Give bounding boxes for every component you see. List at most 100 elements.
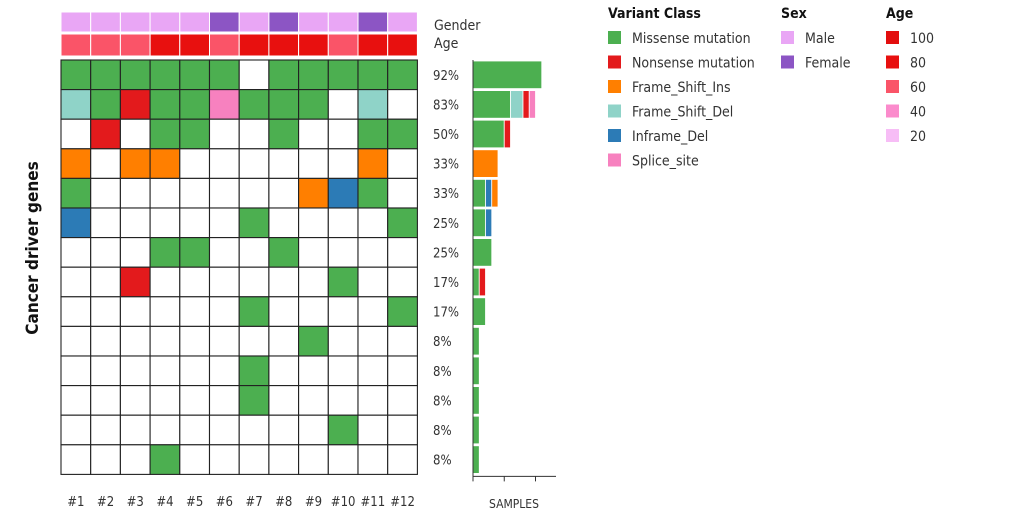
bar-segment (472, 445, 480, 474)
mutation-cell (149, 89, 181, 120)
percent-label: 33% (433, 158, 459, 173)
empty-cell (387, 266, 418, 298)
mutation-cell (179, 118, 211, 150)
percent-labels: 92% 83% 50% 33% 33% 25% 25% 17% 17% 8% 8% 8% 8% 8% (433, 69, 459, 469)
empty-cell (268, 177, 300, 209)
empty-cell (90, 148, 121, 179)
empty-cell (90, 207, 121, 239)
empty-cell (119, 296, 151, 327)
bar-segment (478, 267, 486, 297)
empty-cell (179, 385, 211, 416)
variant-class-legend-label: Inframe_Del (632, 129, 708, 145)
mutation-cell (149, 237, 181, 268)
mutation-cell (149, 59, 181, 91)
empty-cell (238, 266, 270, 298)
age-legend-title: Age (886, 6, 913, 22)
age-legend-swatch (886, 104, 899, 118)
empty-cell (90, 296, 121, 327)
empty-cell (357, 355, 389, 387)
percent-label: 8% (433, 454, 452, 469)
mutation-cell (179, 59, 211, 91)
age-legend-swatch (886, 80, 899, 93)
sex-legend-title: Sex (781, 6, 807, 22)
gender-cell (179, 11, 211, 33)
variant-class-legend-swatch (608, 55, 621, 69)
bar-segment (510, 90, 524, 119)
variant-class-legend-label: Frame_Shift_Del (632, 105, 733, 121)
empty-cell (90, 177, 121, 209)
empty-cell (298, 266, 329, 298)
age-legend-swatch (886, 31, 899, 44)
empty-cell (238, 177, 270, 209)
sex-legend-swatch (781, 31, 794, 44)
age-legend-swatch (886, 55, 899, 69)
age-legend-label: 40 (910, 105, 926, 121)
empty-cell (179, 355, 211, 387)
y-axis-label: Cancer driver genes (23, 161, 43, 334)
percent-label: 92% (433, 69, 459, 84)
empty-cell (387, 385, 418, 416)
empty-cell (60, 385, 92, 416)
empty-cell (327, 89, 359, 120)
bar-segment (472, 149, 499, 178)
mutation-cell (119, 89, 151, 120)
bar-segment (472, 386, 480, 415)
mutation-cell (357, 59, 389, 91)
empty-cell (238, 148, 270, 179)
empty-cell (357, 207, 389, 239)
empty-cell (327, 148, 359, 179)
empty-cell (119, 355, 151, 387)
bar-segment (472, 60, 543, 90)
sample-label: #4 (156, 495, 173, 510)
empty-cell (149, 414, 181, 446)
mutation-cell (298, 89, 329, 120)
age-cell (268, 33, 300, 57)
empty-cell (238, 118, 270, 150)
empty-cell (357, 385, 389, 416)
sample-labels: #1 #2 #3 #4 #5 #6 #7 #8 #9 #10 #11 #12 (67, 495, 415, 510)
gender-cell (149, 11, 181, 33)
empty-cell (149, 207, 181, 239)
sample-label: #9 (305, 495, 322, 510)
mutation-cell (238, 89, 270, 120)
bar-segment (472, 356, 480, 386)
empty-cell (327, 296, 359, 327)
empty-cell (268, 444, 300, 475)
empty-cell (298, 118, 329, 150)
mutation-cell (90, 59, 121, 91)
empty-cell (238, 444, 270, 475)
mutation-cell (327, 414, 359, 446)
mutation-cell (60, 59, 92, 91)
sample-label: #8 (275, 495, 292, 510)
mutation-cell (90, 89, 121, 120)
percent-label: 8% (433, 424, 452, 439)
empty-cell (327, 444, 359, 475)
empty-cell (90, 355, 121, 387)
sample-label: #1 (67, 495, 84, 510)
age-track-label: Age (434, 36, 459, 52)
empty-cell (208, 177, 240, 209)
empty-cell (60, 414, 92, 446)
percent-label: 25% (433, 217, 459, 232)
empty-cell (387, 355, 418, 387)
gender-cell (209, 11, 240, 33)
bar-segment (472, 119, 505, 149)
bar-segment (472, 267, 480, 297)
gender-cell (268, 11, 300, 33)
age-cell (179, 33, 211, 57)
bar-segment (472, 90, 511, 119)
sample-label: #10 (331, 495, 356, 510)
empty-cell (268, 266, 300, 298)
legends: Variant Class Missense mutation Nonsense m… (608, 6, 934, 170)
bar-axis-label: SAMPLES (489, 497, 539, 511)
age-cell (149, 33, 181, 57)
empty-cell (387, 325, 418, 357)
gender-cell (357, 11, 389, 33)
variant-class-legend-label: Missense mutation (632, 31, 751, 47)
age-cell (119, 33, 151, 57)
empty-cell (119, 207, 151, 239)
bar-segment (528, 90, 536, 119)
empty-cell (60, 444, 92, 475)
sample-label: #2 (97, 495, 114, 510)
mutation-cell (238, 355, 270, 387)
